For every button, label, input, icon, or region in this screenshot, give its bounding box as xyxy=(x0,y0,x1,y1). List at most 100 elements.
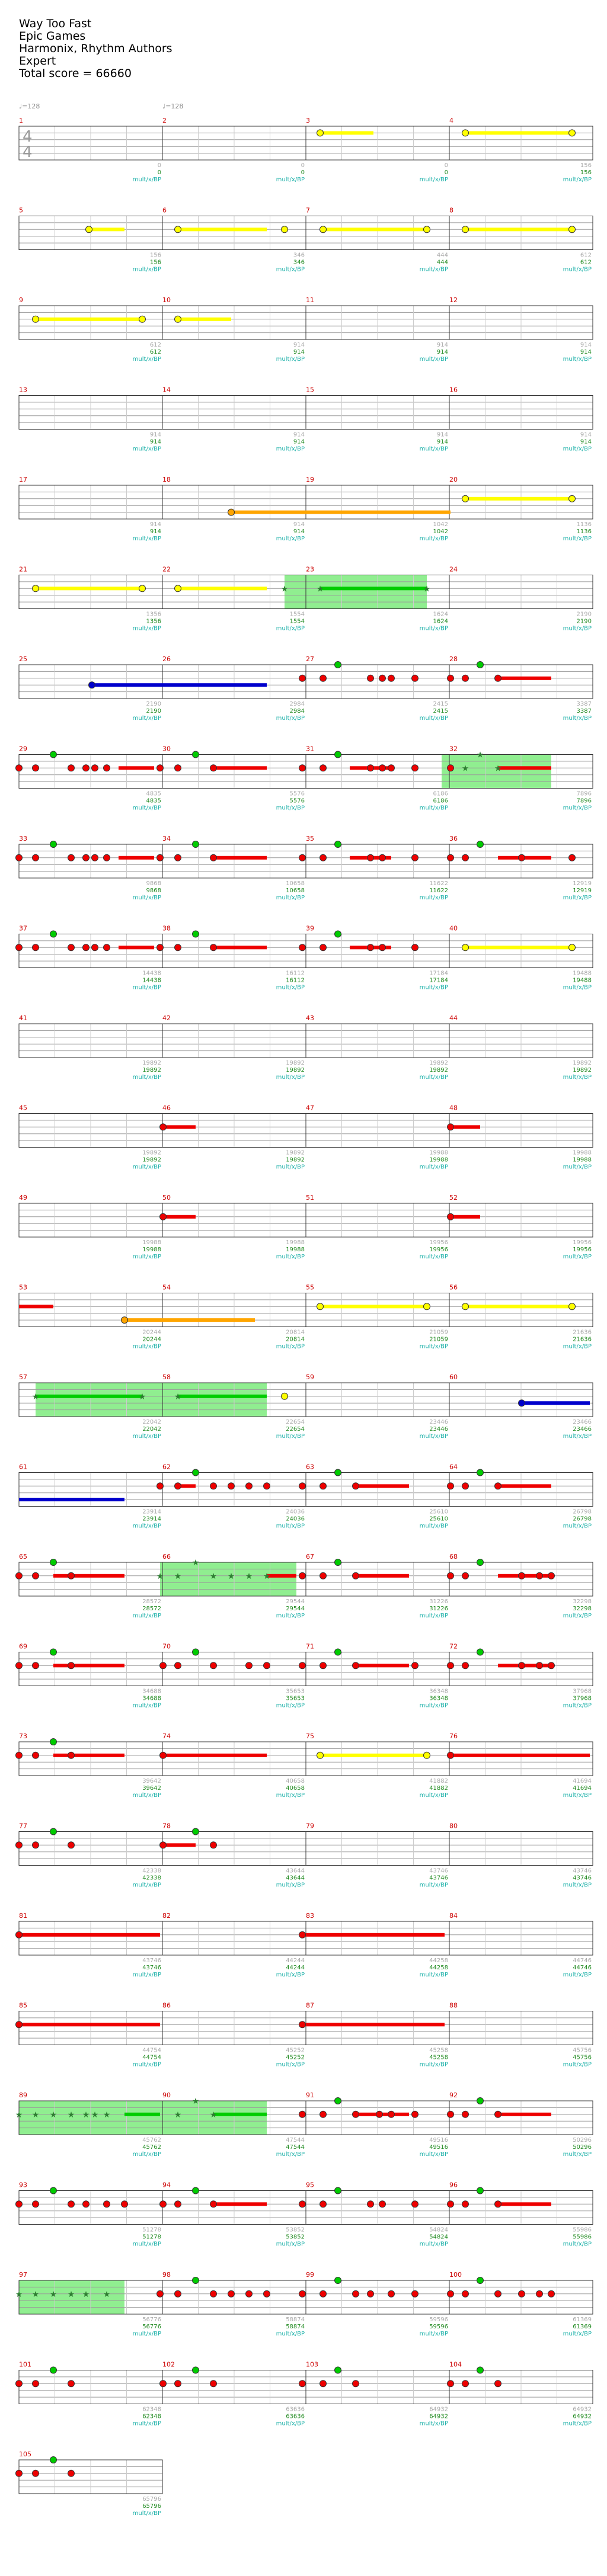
measure-number: 100 xyxy=(449,2271,462,2279)
note-count: 1554 xyxy=(290,611,305,618)
staff-row xyxy=(15,930,593,968)
note-gem-icon xyxy=(159,1841,167,1849)
note-gem-icon xyxy=(50,2187,57,2194)
measure-number: 64 xyxy=(449,1463,458,1471)
note-gem-icon xyxy=(228,2290,235,2298)
star-note-icon: ★ xyxy=(91,2110,99,2120)
measure-number: 103 xyxy=(306,2361,318,2369)
note-gem-icon xyxy=(192,2366,199,2374)
note-count: 346 xyxy=(293,252,305,259)
note-count: 914 xyxy=(437,432,448,438)
note-gem-icon xyxy=(462,1662,469,1670)
note-gem-icon xyxy=(299,764,306,772)
star-note-icon: ★ xyxy=(210,2110,218,2120)
note-gem-icon xyxy=(568,944,576,951)
star-note-icon: ★ xyxy=(281,584,289,594)
staff-row xyxy=(18,305,593,340)
note-gem-icon xyxy=(50,751,57,758)
measure-number: 60 xyxy=(449,1373,458,1381)
note-gem-icon xyxy=(334,751,341,758)
measure-number: 98 xyxy=(162,2271,171,2279)
measure-score: 1554 xyxy=(290,619,305,625)
sustain-bar xyxy=(124,2112,160,2116)
star-note-icon: ★ xyxy=(192,1558,200,1568)
note-gem-icon xyxy=(192,2277,199,2284)
multiplier-label: mult/x/BP xyxy=(563,985,592,991)
measure-number: 36 xyxy=(449,835,458,842)
staff-row xyxy=(18,661,593,699)
star-note-icon: ★ xyxy=(32,1392,40,1402)
measure-number: 31 xyxy=(306,745,314,753)
measure-number: 27 xyxy=(306,655,314,663)
tempo-marker-1: ♩=128 xyxy=(19,102,40,110)
note-count: 914 xyxy=(293,342,305,348)
measure-number: 76 xyxy=(449,1732,458,1740)
multiplier-label: mult/x/BP xyxy=(420,1344,448,1350)
note-count: 11622 xyxy=(429,880,448,887)
multiplier-label: mult/x/BP xyxy=(420,446,448,453)
note-gem-icon xyxy=(32,1751,39,1759)
note-gem-icon xyxy=(494,2290,501,2298)
measure-score: 7896 xyxy=(577,798,592,805)
note-gem-icon xyxy=(103,944,110,951)
staff-row xyxy=(18,216,593,250)
sustain-bar xyxy=(89,228,124,232)
measure-score: 25610 xyxy=(429,1516,448,1523)
sustain-bar xyxy=(53,1574,124,1578)
multiplier-label: mult/x/BP xyxy=(276,1254,305,1260)
song-difficulty: Expert xyxy=(19,55,56,68)
multiplier-label: mult/x/BP xyxy=(563,1074,592,1081)
multiplier-label: mult/x/BP xyxy=(133,2062,161,2068)
star-note-icon: ★ xyxy=(50,2290,57,2299)
note-gem-icon xyxy=(159,1123,167,1131)
note-gem-icon xyxy=(299,2380,306,2388)
measure-number: 37 xyxy=(19,925,27,933)
measure-score: 64932 xyxy=(429,2414,448,2420)
note-gem-icon xyxy=(174,1482,181,1490)
measure-score: 612 xyxy=(580,259,592,266)
measure-score: 17184 xyxy=(429,978,448,984)
total-score: Total score = 66660 xyxy=(19,67,132,80)
measure-score: 45252 xyxy=(286,2055,305,2061)
note-gem-icon xyxy=(32,2469,39,2477)
note-gem-icon xyxy=(82,764,90,772)
measure-score: 59596 xyxy=(429,2324,448,2330)
note-gem-icon xyxy=(494,674,501,682)
note-gem-icon xyxy=(139,315,146,323)
measure-number: 61 xyxy=(19,1463,27,1471)
multiplier-label: mult/x/BP xyxy=(276,715,305,722)
multiplier-label: mult/x/BP xyxy=(133,805,161,812)
measure-number: 68 xyxy=(449,1553,458,1561)
measure-number: 2 xyxy=(162,117,167,124)
measure-score: 346 xyxy=(293,259,305,266)
measure-number: 9 xyxy=(19,296,23,304)
note-count: 0 xyxy=(158,162,161,169)
staff-row: ★ ★ ★ xyxy=(18,1382,593,1417)
note-gem-icon xyxy=(388,2110,395,2118)
multiplier-label: mult/x/BP xyxy=(276,446,305,453)
measure-number: 62 xyxy=(162,1463,171,1471)
sustain-bar xyxy=(356,1484,409,1488)
sustain-bar xyxy=(178,1484,196,1488)
note-gem-icon xyxy=(462,1482,469,1490)
measure-score: 28572 xyxy=(142,1606,161,1612)
staff-row xyxy=(18,1203,593,1238)
measure-score: 19892 xyxy=(429,1067,448,1074)
star-note-icon: ★ xyxy=(156,1572,164,1581)
measure-number: 23 xyxy=(306,566,314,573)
note-gem-icon xyxy=(192,930,199,938)
note-gem-icon xyxy=(32,1662,39,1670)
note-gem-icon xyxy=(156,944,164,951)
measure-score: 12919 xyxy=(573,887,592,894)
star-note-icon: ★ xyxy=(15,2110,23,2120)
note-gem-icon xyxy=(334,1559,341,1566)
note-count: 32298 xyxy=(573,1598,592,1605)
note-gem-icon xyxy=(210,944,217,951)
note-gem-icon xyxy=(376,2110,383,2118)
note-gem-icon xyxy=(192,1828,199,1835)
note-count: 61369 xyxy=(573,2317,592,2323)
multiplier-label: mult/x/BP xyxy=(133,356,161,363)
note-gem-icon xyxy=(411,2290,418,2298)
measure-number: 24 xyxy=(449,566,458,573)
note-gem-icon xyxy=(245,2290,253,2298)
